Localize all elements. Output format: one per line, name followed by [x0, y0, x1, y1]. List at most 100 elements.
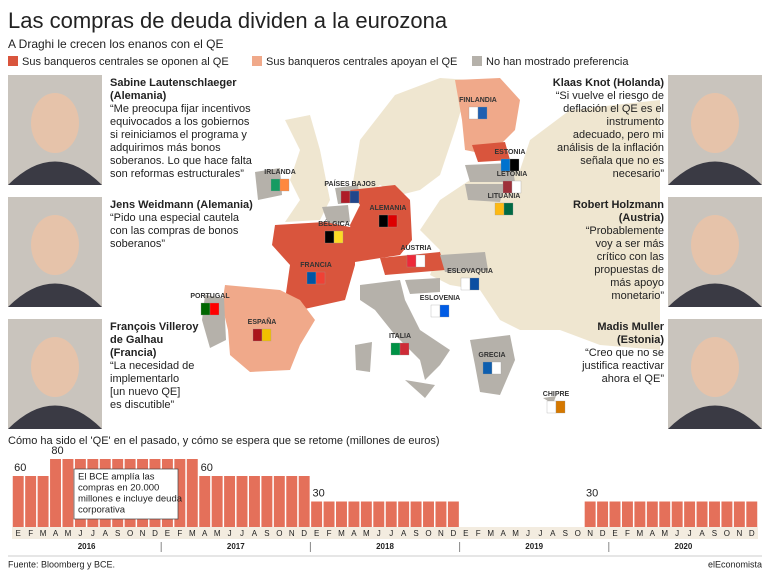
flag [511, 180, 522, 194]
bar [12, 476, 24, 527]
x-tick-label: M [363, 529, 370, 538]
quote-line: instrumento [607, 116, 664, 128]
bar [50, 459, 61, 527]
x-tick-label: A [699, 529, 705, 538]
quote-line: “Creo que no se [585, 347, 664, 359]
bar [671, 501, 683, 527]
annotation-box [73, 468, 179, 520]
x-tick-label: M [214, 529, 221, 538]
x-tick-label: N [438, 529, 444, 538]
quote-line: ahora el QE” [602, 373, 665, 385]
bar [174, 459, 186, 527]
x-tick-label: F [28, 529, 33, 538]
bar [199, 476, 211, 527]
bar [721, 501, 733, 527]
flag [502, 180, 513, 194]
quote-line: “Me preocupa fijar incentivos [110, 103, 251, 115]
speaker-name: Klaas Knot (Holanda) [553, 77, 665, 89]
country-label: AUSTRIA [400, 245, 431, 252]
x-tick-label: S [115, 529, 120, 538]
x-tick-label: S [264, 529, 269, 538]
data-label: 30 [312, 487, 324, 499]
flag [315, 271, 326, 285]
portrait-body [8, 161, 102, 185]
x-tick-label: D [152, 529, 158, 538]
data-label: 30 [586, 487, 598, 499]
x-tick-label: A [351, 529, 357, 538]
flag [390, 342, 401, 356]
country-label: PAÍSES BAJOS [324, 179, 376, 188]
bar [385, 501, 397, 527]
flag [261, 328, 272, 342]
plot-band [12, 527, 758, 539]
bar [186, 459, 198, 527]
x-tick-label: A [202, 529, 208, 538]
bar [435, 501, 447, 527]
quote-line: adecuado, pero mi [573, 129, 664, 141]
bar [25, 476, 37, 527]
legend-swatch [8, 56, 18, 66]
bar [286, 476, 298, 527]
x-tick-label: O [575, 529, 581, 538]
x-tick-label: A [103, 529, 109, 538]
quote-line: es discutible” [110, 399, 175, 411]
quote-line: propuestas de [594, 264, 664, 276]
portrait-face [31, 215, 79, 275]
quote-line: señala que no es [580, 155, 664, 167]
subtitle: A Draghi le crecen los enanos con el QE [8, 37, 223, 51]
quote-line: más apoyo [610, 277, 664, 289]
x-tick-label: F [625, 529, 630, 538]
country-label: ALEMANIA [370, 205, 407, 212]
legend-label: Sus banqueros centrales se oponen al QE [22, 56, 229, 68]
x-tick-label: J [91, 529, 95, 538]
finland [455, 78, 520, 155]
flag [406, 254, 417, 268]
portrait-face [31, 337, 79, 397]
bar [447, 501, 459, 527]
portrait-face [31, 93, 79, 153]
quote-line: análisis de la inflación [557, 142, 664, 154]
x-tick-label: M [189, 529, 196, 538]
quote-line: adquirimos más bonos [110, 142, 221, 154]
bar [646, 501, 658, 527]
flag [340, 190, 351, 204]
chart-title: Cómo ha sido el 'QE' en el pasado, y cóm… [8, 435, 440, 447]
portrait-face [691, 215, 739, 275]
bar [211, 476, 223, 527]
title: Las compras de deuda dividen a la eurozo… [8, 8, 448, 33]
legend-swatch [252, 56, 262, 66]
bar [323, 501, 335, 527]
x-tick-label: E [463, 529, 468, 538]
bar [696, 501, 708, 527]
x-tick-label: D [600, 529, 606, 538]
bar [224, 476, 236, 527]
quote-line: son reformas estructurales” [110, 168, 244, 180]
quote-line: equivocados a los gobiernos [110, 116, 250, 128]
legend-label: Sus banqueros centrales apoyan el QE [266, 56, 457, 68]
flag [349, 190, 360, 204]
bar [273, 476, 285, 527]
bar [62, 459, 74, 527]
bar [597, 501, 609, 527]
flag [252, 328, 263, 342]
flag [200, 302, 211, 316]
estonia [472, 142, 510, 162]
speaker-name: (Francia) [110, 347, 157, 359]
flag [494, 202, 505, 216]
bar [709, 501, 720, 527]
bar [348, 501, 360, 527]
flag [306, 271, 317, 285]
speaker-name: François Villeroy [110, 321, 199, 333]
uk [285, 115, 330, 222]
quote-line: necesario” [613, 168, 665, 180]
scandinavia [350, 78, 470, 200]
x-tick-label: N [587, 529, 593, 538]
speaker-name: Robert Holzmann [573, 199, 664, 211]
x-tick-label: J [688, 529, 692, 538]
x-tick-label: A [401, 529, 407, 538]
x-tick-label: J [389, 529, 393, 538]
flag [324, 230, 335, 244]
portrait-body [668, 283, 762, 307]
flag [500, 158, 511, 172]
